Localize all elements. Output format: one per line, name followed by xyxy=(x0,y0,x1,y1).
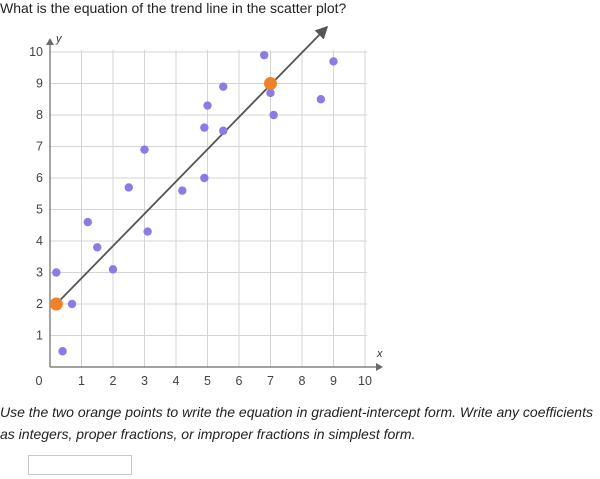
question-text: What is the equation of the trend line i… xyxy=(0,0,347,16)
y-tick-label: 3 xyxy=(36,266,43,280)
scatter-point xyxy=(178,186,187,195)
x-tick-label: 6 xyxy=(236,374,243,388)
scatter-point xyxy=(266,88,275,98)
scatter-point xyxy=(58,347,67,356)
scatter-point xyxy=(200,173,209,183)
scatter-point xyxy=(260,50,269,60)
scatter-point xyxy=(143,227,152,236)
x-axis-label: x xyxy=(376,348,383,360)
scatter-point xyxy=(93,243,102,252)
trend-line xyxy=(55,26,329,305)
x-tick-label: 9 xyxy=(330,374,337,388)
x-tick-label: 4 xyxy=(173,374,180,388)
x-axis-arrow-icon xyxy=(376,363,383,371)
axes xyxy=(46,38,383,371)
x-tick-label: 7 xyxy=(267,374,274,388)
y-tick-label: 5 xyxy=(36,203,43,217)
scatter-point xyxy=(200,123,209,132)
x-tick-label: 2 xyxy=(110,374,117,388)
scatter-point xyxy=(269,110,278,120)
scatter-point xyxy=(140,145,149,154)
trend-line-group xyxy=(55,26,329,305)
scatter-point xyxy=(219,126,228,135)
highlighted-point xyxy=(264,77,277,90)
scatter-point xyxy=(124,183,133,192)
tick-labels: x y 0 1 2 3 4 5 6 7 8 9 10 1 2 3 4 5 6 7 8 9 10 xyxy=(29,33,383,388)
y-tick-label: 7 xyxy=(36,140,43,154)
x-tick-label: 0 xyxy=(36,374,43,388)
y-tick-label: 4 xyxy=(36,234,43,248)
scatter-point xyxy=(203,101,212,110)
scatter-plot: x y 0 1 2 3 4 5 6 7 8 9 10 1 2 3 4 5 6 7 8 9 10 xyxy=(29,26,383,388)
scatter-point xyxy=(83,217,93,227)
scatter-point xyxy=(219,82,228,91)
instructions-text: Use the two orange points to write the e… xyxy=(0,404,593,442)
y-tick-label: 9 xyxy=(36,77,43,91)
x-tick-label: 1 xyxy=(78,374,85,388)
scatter-point xyxy=(52,268,61,277)
scatter-point xyxy=(316,95,326,104)
scatter-point xyxy=(329,57,338,66)
x-tick-label: 3 xyxy=(141,374,148,388)
y-axis-arrow-icon xyxy=(46,38,54,45)
scatter-point xyxy=(67,299,77,309)
answer-input[interactable] xyxy=(28,455,132,475)
x-tick-label: 10 xyxy=(358,374,372,388)
scatter-point xyxy=(108,265,118,274)
x-tick-label: 8 xyxy=(299,374,306,388)
y-tick-label: 10 xyxy=(29,45,43,59)
y-tick-label: 8 xyxy=(36,108,43,122)
points xyxy=(49,50,338,356)
grid xyxy=(50,50,367,367)
y-axis-label: y xyxy=(55,33,63,45)
y-tick-label: 1 xyxy=(36,329,43,343)
highlighted-point xyxy=(49,297,63,311)
y-tick-label: 6 xyxy=(36,171,43,185)
x-tick-label: 5 xyxy=(204,374,211,388)
y-tick-label: 2 xyxy=(36,297,43,311)
